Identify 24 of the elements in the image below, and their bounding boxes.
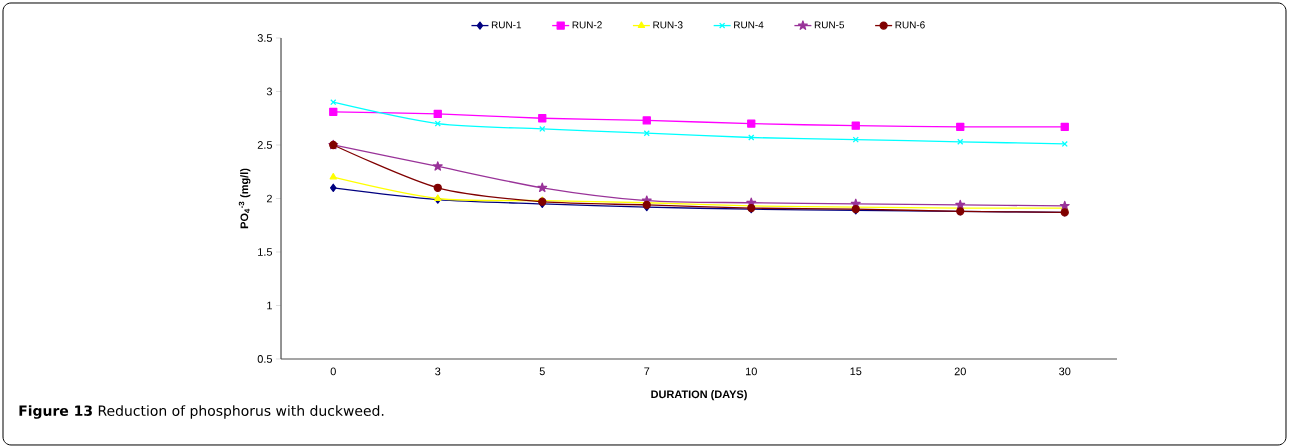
x-tick-label: 5	[539, 367, 545, 376]
text: Figure 13 Reduction of phosphorus with duckweed.	[19, 405, 384, 419]
y-axis-title: PO$_{4}$$^{-3}$ (mg/l)	[238, 168, 251, 229]
x-tick-label: 3	[435, 367, 441, 376]
x-axis-title: DURATION (DAYS)	[651, 390, 747, 401]
x-tick-label: 7	[644, 367, 650, 376]
x-tick-label: 15	[850, 367, 862, 376]
y-tick-label: 0.5	[257, 355, 273, 363]
legend-label: RUN-2	[572, 21, 602, 29]
x-tick-label: 0	[330, 367, 336, 376]
y-tick-label: 3.5	[257, 34, 273, 42]
legend-label: RUN-4	[734, 21, 764, 29]
x-tick-label: 30	[1059, 367, 1071, 376]
y-tick-label: 2.5	[257, 141, 273, 149]
legend-label: RUN-1	[491, 21, 522, 29]
y-tick-label: 2	[266, 194, 272, 203]
y-tick-label: 1.5	[258, 248, 273, 256]
x-tick-label: 20	[954, 367, 966, 376]
legend-label: RUN-6	[895, 21, 925, 29]
legend-label: RUN-5	[814, 21, 845, 29]
y-tick-label: 3	[266, 87, 273, 96]
legend-label: RUN-3	[653, 21, 683, 29]
y-tick-label: 1	[267, 301, 272, 310]
x-tick-label: 10	[745, 367, 757, 376]
